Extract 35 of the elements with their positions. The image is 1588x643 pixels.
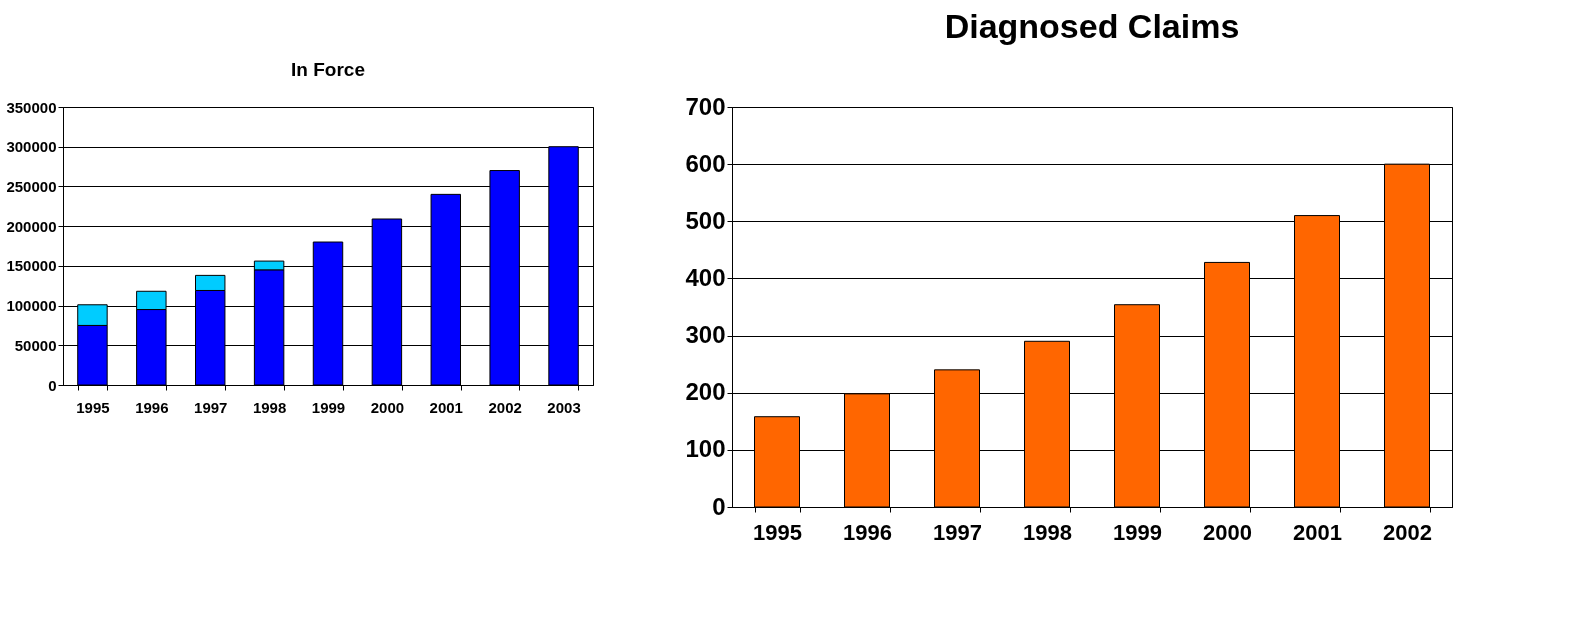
- y-tick-label: 100000: [6, 297, 57, 315]
- y-tick-label: 0: [712, 492, 726, 520]
- chart-title: Diagnosed Claims: [944, 7, 1240, 45]
- x-tick-label: 2001: [1293, 519, 1342, 545]
- x-tick-label: 1996: [135, 398, 169, 416]
- x-tick-label: 1999: [311, 398, 346, 416]
- y-tick-label: 500: [685, 206, 726, 234]
- y-tick-label: 700: [685, 92, 726, 120]
- x-tick-label: 1998: [1023, 519, 1072, 545]
- x-tick-label: 1997: [933, 519, 982, 545]
- x-tick-label: 2002: [1383, 519, 1432, 545]
- y-tick-label: 150000: [6, 257, 57, 275]
- x-tick-label: 1997: [194, 398, 228, 416]
- y-tick-label: 400: [685, 263, 726, 291]
- x-tick-label: 2001: [429, 398, 463, 416]
- y-tick-label: 200: [685, 378, 726, 406]
- y-tick-label: 300: [685, 321, 726, 349]
- y-tick-label: 200000: [6, 217, 57, 235]
- y-tick-label: 250000: [6, 177, 57, 195]
- x-tick-label: 1995: [753, 519, 802, 545]
- x-tick-label: 1999: [1113, 519, 1162, 545]
- x-tick-label: 2000: [1203, 519, 1252, 545]
- x-tick-label: 1995: [76, 398, 110, 416]
- x-tick-label: 1996: [843, 519, 892, 545]
- x-tick-label: 1998: [252, 398, 287, 416]
- x-tick-label: 2003: [547, 398, 581, 416]
- y-tick-label: 600: [685, 149, 726, 177]
- y-tick-label: 300000: [6, 138, 57, 156]
- x-tick-label: 2000: [370, 398, 405, 416]
- x-tick-label: 2002: [488, 398, 522, 416]
- y-tick-label: 50000: [14, 336, 57, 354]
- y-tick-label: 350000: [6, 98, 57, 116]
- y-tick-label: 0: [48, 376, 57, 394]
- y-tick-label: 100: [685, 435, 726, 463]
- chart-title: In Force: [291, 59, 365, 80]
